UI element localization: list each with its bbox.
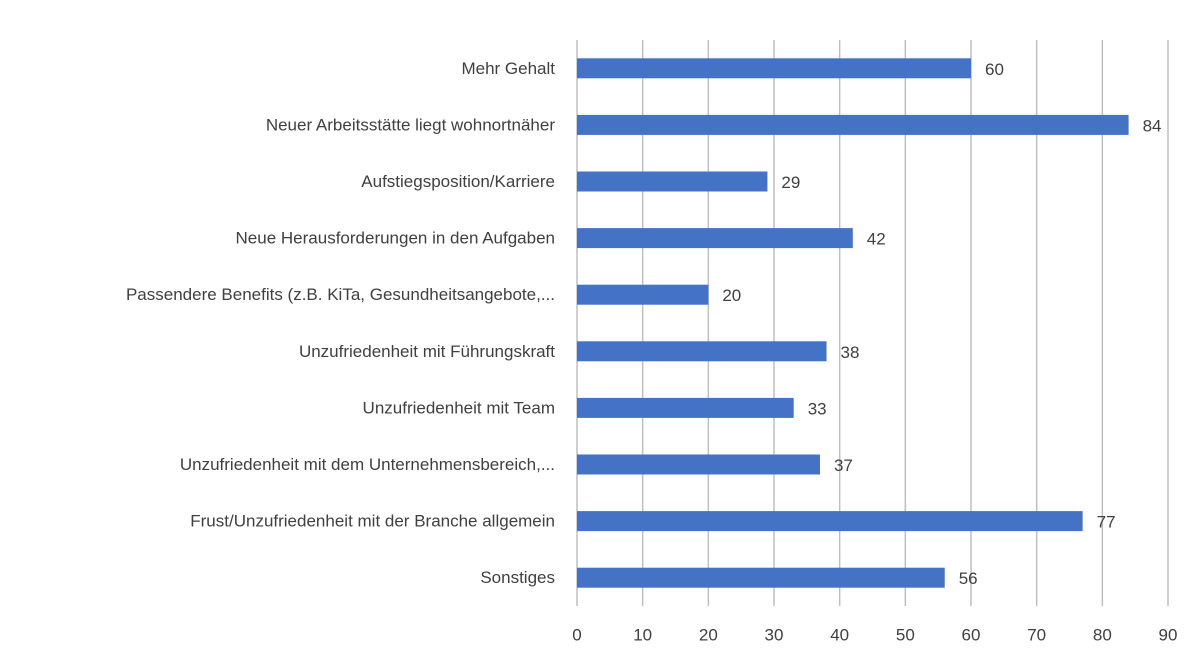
x-tick-label: 50 <box>896 625 915 644</box>
data-label: 37 <box>834 456 853 475</box>
x-tick-label: 30 <box>765 625 784 644</box>
x-tick-label: 0 <box>572 625 581 644</box>
y-tick-label: Neue Herausforderungen in den Aufgaben <box>236 229 555 248</box>
y-tick-label: Unzufriedenheit mit Führungskraft <box>299 342 555 361</box>
bar <box>577 171 768 192</box>
x-tick-label: 60 <box>962 625 981 644</box>
y-tick-label: Unzufriedenheit mit Team <box>363 398 555 417</box>
bar <box>577 228 853 249</box>
data-label: 38 <box>841 343 860 362</box>
bar <box>577 511 1083 532</box>
x-tick-label: 90 <box>1159 625 1178 644</box>
y-tick-label: Neuer Arbeitsstätte liegt wohnortnäher <box>266 115 556 134</box>
y-tick-label: Sonstiges <box>480 568 555 587</box>
y-tick-label: Frust/Unzufriedenheit mit der Branche al… <box>190 512 555 531</box>
data-label: 56 <box>959 569 978 588</box>
data-label: 42 <box>867 230 886 249</box>
x-tick-label: 80 <box>1093 625 1112 644</box>
data-label: 84 <box>1143 116 1162 135</box>
x-tick-label: 70 <box>1027 625 1046 644</box>
bar <box>577 341 827 362</box>
data-label: 29 <box>781 173 800 192</box>
x-tick-label: 40 <box>830 625 849 644</box>
data-label: 60 <box>985 60 1004 79</box>
x-tick-label: 10 <box>633 625 652 644</box>
data-label: 20 <box>722 286 741 305</box>
bar <box>577 454 820 475</box>
y-tick-label: Unzufriedenheit mit dem Unternehmensbere… <box>180 455 555 474</box>
data-label: 77 <box>1097 513 1116 532</box>
x-tick-label: 20 <box>699 625 718 644</box>
bar <box>577 567 945 588</box>
bar <box>577 58 971 79</box>
bar <box>577 284 709 305</box>
bar <box>577 114 1129 135</box>
y-tick-label: Aufstiegsposition/Karriere <box>361 172 555 191</box>
data-label: 33 <box>808 399 827 418</box>
y-tick-label: Mehr Gehalt <box>461 59 555 78</box>
bar <box>577 397 794 418</box>
y-tick-label: Passendere Benefits (z.B. KiTa, Gesundhe… <box>126 285 555 304</box>
